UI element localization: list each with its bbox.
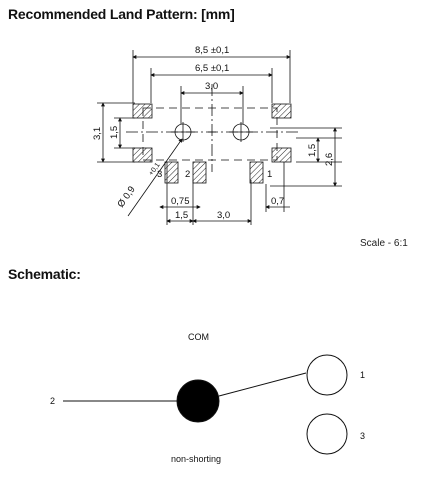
dim-right-total: 2,6 xyxy=(324,153,335,166)
schematic-heading: Schematic: xyxy=(8,266,81,282)
dim-overall-width: 8,5 ±0,1 xyxy=(195,45,229,56)
pin-label-3: 3 xyxy=(157,169,162,180)
label-pin1: 1 xyxy=(360,370,365,380)
pad-2 xyxy=(192,161,207,184)
dim-pad-width: 0,75 xyxy=(171,196,190,207)
common-contact xyxy=(176,379,220,423)
dim-right-gap: 0,7 xyxy=(271,196,284,207)
dim-right-pad: 1,5 xyxy=(307,144,318,157)
dim-pad-pitch: 3,0 xyxy=(217,210,230,221)
pad-bottom-left xyxy=(132,147,153,163)
pad-1 xyxy=(249,161,264,184)
dim-hole-pitch: 3,0 xyxy=(205,81,218,92)
dim-height-total: 3,1 xyxy=(92,127,103,140)
pad-top-right xyxy=(271,103,292,119)
component-outline xyxy=(142,107,278,161)
pad-top-left xyxy=(132,103,153,119)
dim-hole-diameter: Ø 0,9 xyxy=(115,184,137,209)
pad-3 xyxy=(164,161,179,184)
dim-inner-width: 6,5 ±0,1 xyxy=(195,63,229,74)
label-pin2: 2 xyxy=(50,396,55,406)
pad-bottom-right xyxy=(271,147,292,163)
label-pin3: 3 xyxy=(360,431,365,441)
schematic-diagram xyxy=(63,354,348,455)
contact-3 xyxy=(306,413,348,455)
pin-label-2: 2 xyxy=(185,169,190,180)
label-com: COM xyxy=(188,332,209,342)
contact-1 xyxy=(306,354,348,396)
label-non-shorting: non-shorting xyxy=(171,454,221,464)
switch-lever xyxy=(218,372,307,397)
pin-label-1: 1 xyxy=(267,169,272,180)
dim-pad-spacing: 1,5 xyxy=(175,210,188,221)
scale-label: Scale - 6:1 xyxy=(360,238,408,249)
dim-height-pad: 1,5 xyxy=(109,126,120,139)
land-pattern-heading: Recommended Land Pattern: [mm] xyxy=(8,6,235,22)
